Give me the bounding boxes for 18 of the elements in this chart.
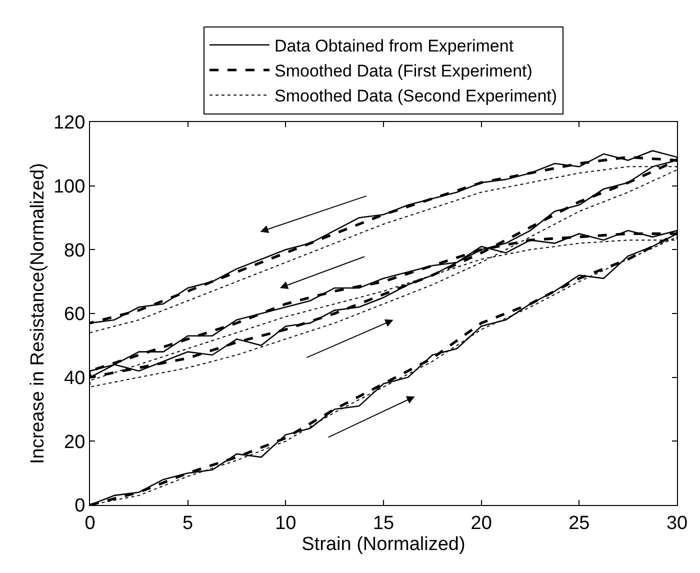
- y-axis-title: Increase in Resistance(Normalized): [27, 163, 48, 464]
- x-tick-label: 30: [666, 512, 688, 534]
- y-tick-label: 0: [74, 496, 86, 517]
- legend-label: Smoothed Data (Second Experiment): [274, 86, 558, 106]
- legend-label: Smoothed Data (First Experiment): [274, 62, 532, 81]
- legend-label: Data Obtained from Experiment: [274, 36, 514, 56]
- x-axis-title: Strain (Normalized): [302, 534, 466, 555]
- y-tick-label: 120: [53, 112, 86, 134]
- x-tick-label: 5: [182, 512, 194, 534]
- x-tick-label: 10: [275, 512, 296, 534]
- x-tick-label: 25: [568, 512, 590, 534]
- y-tick-label: 100: [53, 176, 86, 198]
- y-tick-label: 40: [64, 368, 86, 389]
- y-tick-label: 80: [64, 240, 86, 262]
- x-tick-label: 15: [372, 512, 394, 534]
- y-tick-label: 60: [64, 304, 86, 326]
- x-tick-label: 20: [470, 512, 492, 534]
- y-tick-label: 20: [64, 432, 86, 453]
